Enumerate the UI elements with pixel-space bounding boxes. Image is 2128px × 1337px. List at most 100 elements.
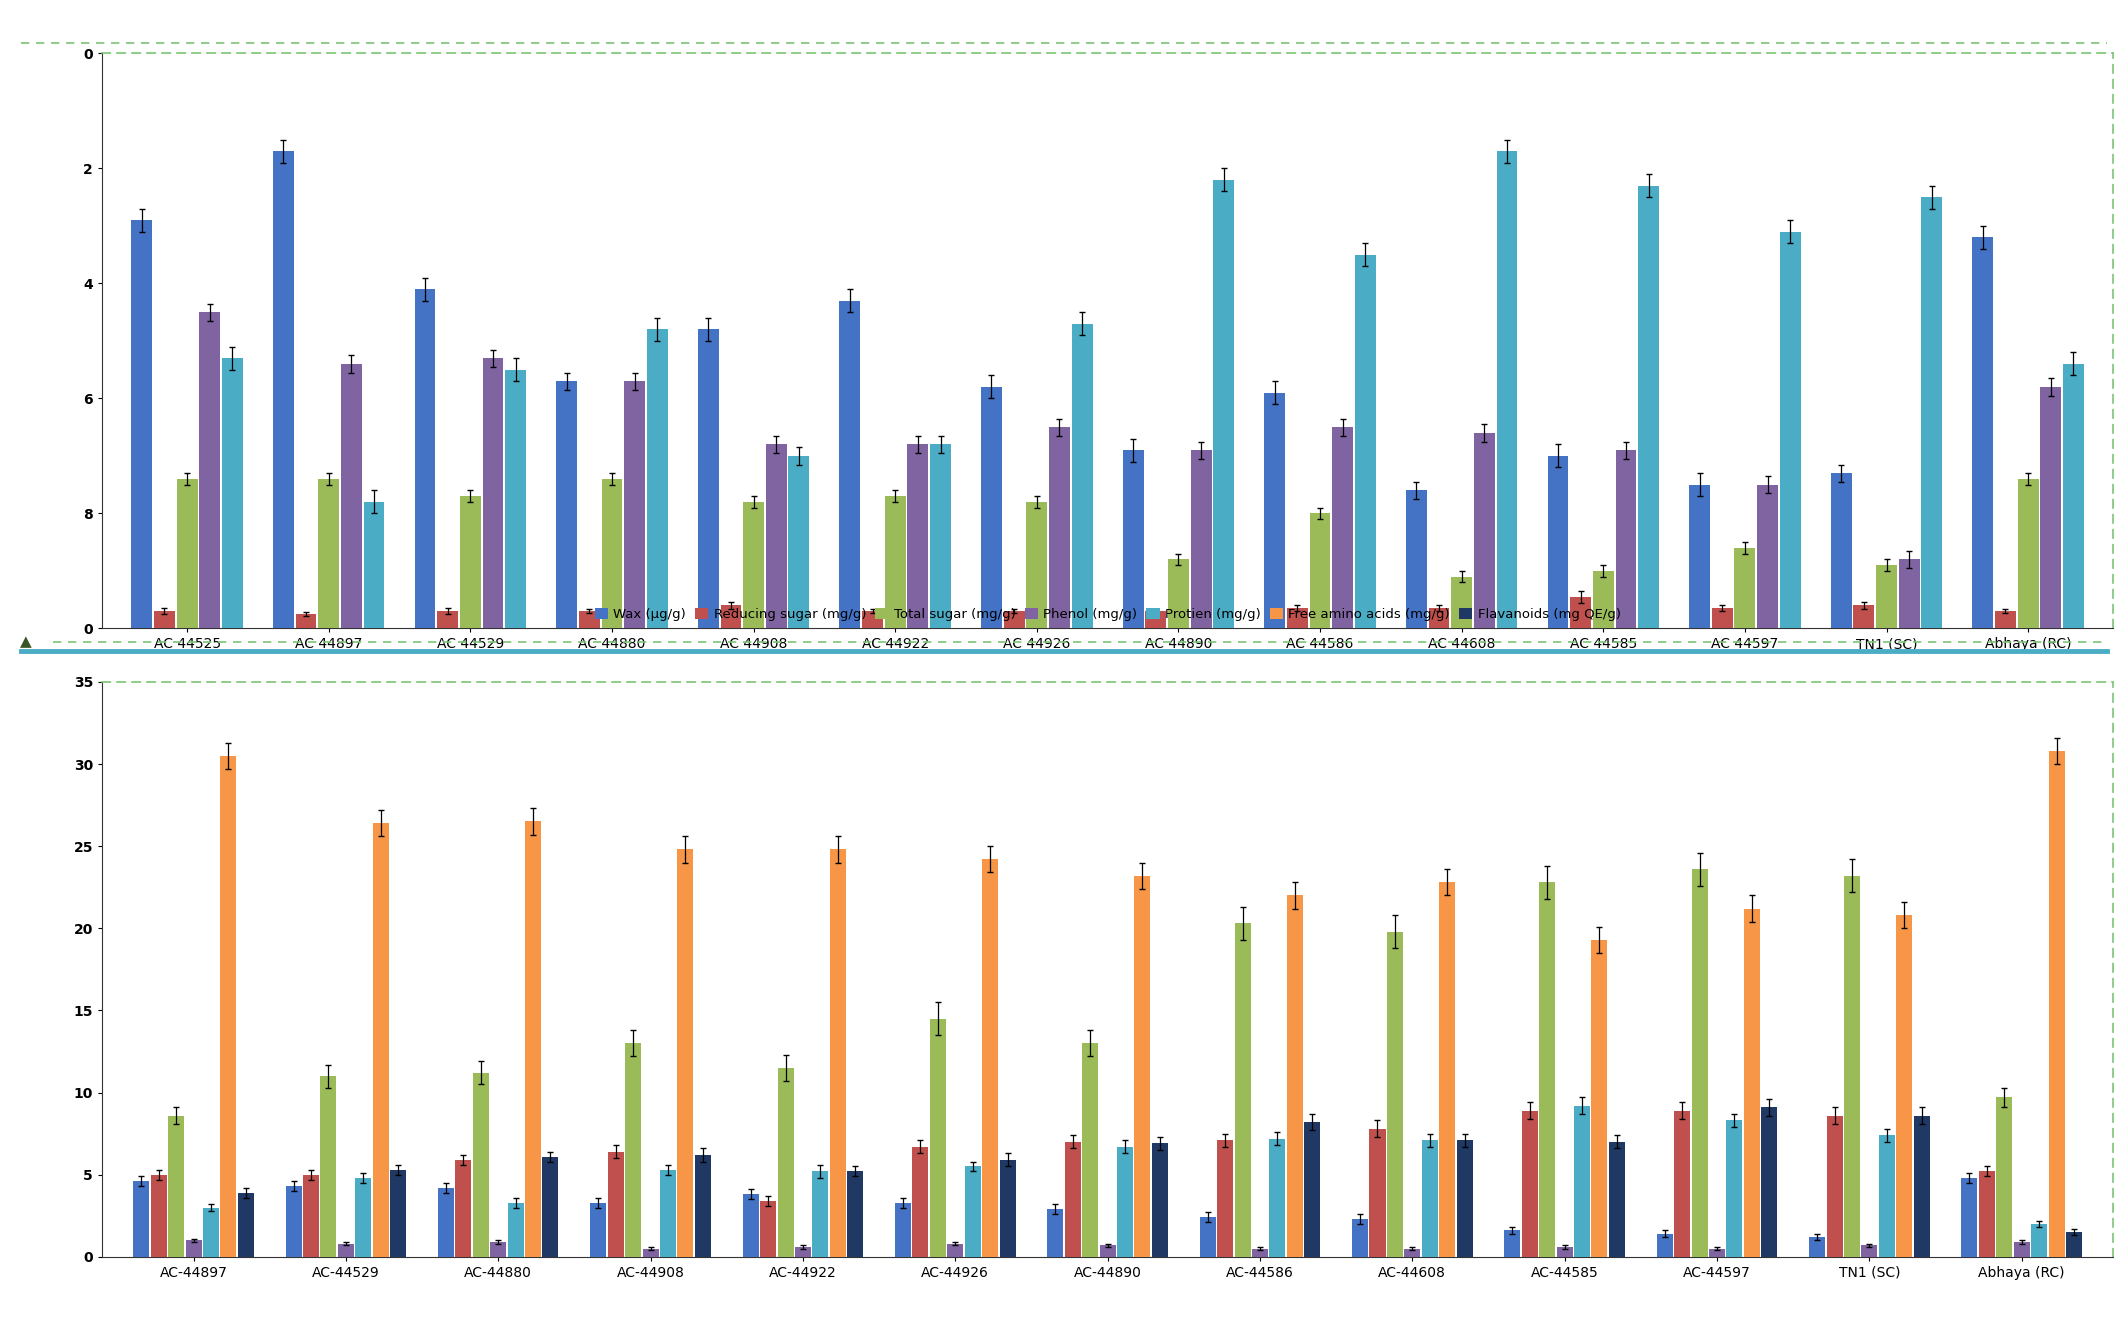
Bar [660, 1170, 677, 1257]
Bar [624, 381, 645, 628]
Bar [964, 1166, 981, 1257]
Bar [2049, 751, 2064, 1257]
Bar [1264, 393, 1285, 628]
Bar [1134, 876, 1151, 1257]
Bar [743, 501, 764, 628]
Bar [1758, 485, 1779, 628]
Bar [1145, 611, 1166, 628]
Bar [677, 849, 694, 1257]
Bar [1332, 428, 1353, 628]
Bar [760, 1201, 777, 1257]
Bar [1309, 513, 1330, 628]
Bar [1439, 882, 1456, 1257]
Bar [504, 369, 526, 628]
Bar [1830, 473, 1851, 628]
Bar [472, 1072, 489, 1257]
Bar [1404, 1249, 1419, 1257]
Bar [1522, 1111, 1539, 1257]
Bar [2066, 1233, 2081, 1257]
Bar [930, 444, 951, 628]
Bar [1387, 932, 1402, 1257]
Bar [1100, 1245, 1115, 1257]
Bar [1922, 197, 1943, 628]
Bar [796, 1247, 811, 1257]
Bar [930, 1019, 945, 1257]
Bar [489, 1242, 506, 1257]
Bar [1575, 1106, 1590, 1257]
Bar [1064, 1142, 1081, 1257]
Bar [1117, 1147, 1132, 1257]
Bar [1496, 151, 1517, 628]
Bar [1407, 491, 1426, 628]
Bar [1168, 559, 1190, 628]
Bar [134, 1181, 149, 1257]
Bar [698, 329, 719, 628]
Bar [1304, 1122, 1319, 1257]
Bar [483, 358, 504, 628]
Bar [1896, 915, 1913, 1257]
Bar [1592, 940, 1607, 1257]
Bar [1962, 1178, 1977, 1257]
Bar [543, 1157, 558, 1257]
Bar [1270, 1139, 1285, 1257]
Bar [1451, 576, 1473, 628]
Bar [1558, 1247, 1573, 1257]
Bar [2030, 1223, 2047, 1257]
Bar [743, 1194, 760, 1257]
Bar [1996, 1098, 2013, 1257]
Bar [885, 496, 907, 628]
Bar [1539, 882, 1556, 1257]
Bar [1234, 924, 1251, 1257]
Bar [302, 1175, 319, 1257]
Bar [777, 1068, 794, 1257]
Bar [185, 1241, 202, 1257]
Bar [1422, 1140, 1439, 1257]
Bar [1996, 611, 2015, 628]
Bar [1675, 1111, 1690, 1257]
Bar [1456, 1140, 1473, 1257]
Bar [1743, 909, 1760, 1257]
Bar [643, 1249, 658, 1257]
Bar [1979, 1171, 1994, 1257]
Bar [830, 849, 845, 1257]
Bar [1826, 1115, 1843, 1257]
Bar [602, 479, 621, 628]
Bar [285, 1186, 302, 1257]
Bar [1428, 608, 1449, 628]
Bar [696, 1155, 711, 1257]
Legend: Wax (µg/g), Reducing sugar (mg/g), Total sugar (mg/g), Phenol (mg/g), Protien (m: Wax (µg/g), Reducing sugar (mg/g), Total… [594, 608, 1622, 620]
Bar [555, 381, 577, 628]
Bar [526, 821, 541, 1257]
Bar [1594, 571, 1613, 628]
Bar [151, 1175, 166, 1257]
Bar [981, 386, 1002, 628]
Bar [862, 611, 883, 628]
Bar [1711, 608, 1732, 628]
Bar [1213, 180, 1234, 628]
Bar [1287, 896, 1302, 1257]
Bar [1356, 254, 1377, 628]
Bar [1898, 559, 1919, 628]
Bar [1073, 324, 1092, 628]
Bar [1351, 1219, 1368, 1257]
Bar [221, 358, 243, 628]
Bar [1047, 1209, 1064, 1257]
Bar [2041, 386, 2062, 628]
Bar [1692, 869, 1707, 1257]
Bar [221, 755, 236, 1257]
Bar [1151, 1143, 1168, 1257]
Bar [436, 611, 458, 628]
Bar [372, 824, 389, 1257]
Bar [1690, 485, 1711, 628]
Bar [721, 606, 741, 628]
Bar [813, 1171, 828, 1257]
Bar [1853, 606, 1875, 628]
Bar [1570, 596, 1592, 628]
Text: ▲: ▲ [19, 634, 32, 650]
Bar [907, 444, 928, 628]
Bar [177, 479, 198, 628]
Bar [626, 1043, 641, 1257]
Bar [896, 1202, 911, 1257]
Bar [1734, 548, 1756, 628]
Bar [1862, 1245, 1877, 1257]
